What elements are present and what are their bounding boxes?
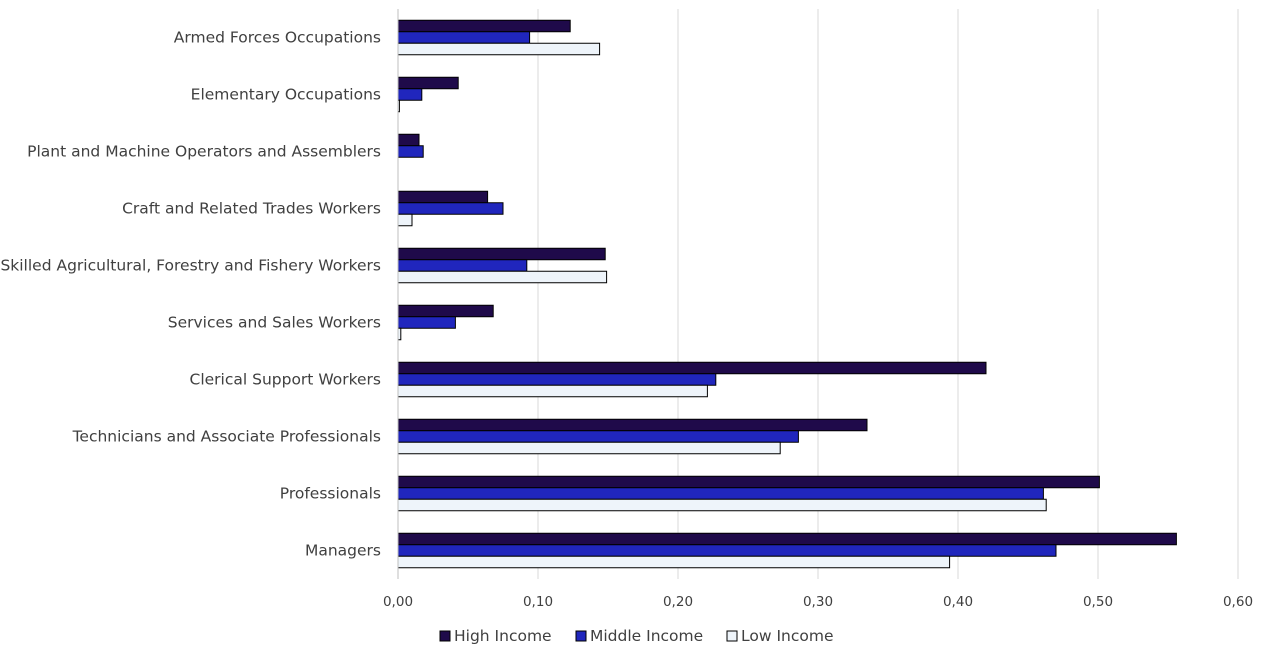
bar-high-income: [397, 475, 1100, 489]
bar-high-income: [397, 418, 868, 432]
category-label: Skilled Agricultural, Forestry and Fishe…: [0, 257, 381, 275]
category-labels: Armed Forces Occupations Elementary Occup…: [0, 29, 381, 560]
category-label: Craft and Related Trades Workers: [122, 200, 381, 218]
x-tick-label: 0,20: [663, 594, 693, 610]
bar-high-income: [397, 19, 571, 33]
x-tick-label: 0,00: [383, 594, 413, 610]
bar-low-income: [397, 213, 413, 227]
x-tick-labels: 0,00 0,10 0,20 0,30 0,40 0,50 0,60: [383, 594, 1253, 610]
bar-high-income: [397, 247, 606, 261]
category-label: Managers: [305, 542, 381, 560]
bar-middle-income: [397, 259, 528, 272]
x-tick-label: 0,50: [1083, 594, 1113, 610]
bar-middle-income: [397, 88, 423, 101]
legend-swatch: [575, 630, 587, 642]
bar-low-income: [397, 270, 608, 284]
bar-middle-income: [397, 31, 531, 44]
bar-high-income: [397, 133, 420, 147]
bar-low-income: [397, 498, 1047, 512]
bar-high-income: [397, 76, 459, 90]
x-tick-label: 0,10: [523, 594, 553, 610]
x-tick-label: 0,40: [943, 594, 973, 610]
category-label: Technicians and Associate Professionals: [72, 428, 381, 446]
bar-high-income: [397, 190, 489, 204]
bar-high-income: [397, 361, 987, 375]
bar-low-income: [397, 384, 708, 398]
bar-low-income: [397, 555, 951, 569]
bar-low-income: [397, 441, 781, 455]
legend-swatch: [726, 630, 738, 642]
bar-low-income: [397, 42, 601, 56]
legend-swatch: [439, 630, 451, 642]
bar-high-income: [397, 304, 494, 318]
category-label: Clerical Support Workers: [190, 371, 381, 389]
x-tick-label: 0,60: [1223, 594, 1253, 610]
category-label: Elementary Occupations: [191, 86, 381, 104]
legend-label: High Income: [454, 627, 552, 645]
category-label: Plant and Machine Operators and Assemble…: [27, 143, 381, 161]
bar-middle-income: [397, 487, 1044, 500]
category-label: Armed Forces Occupations: [174, 29, 381, 47]
bar-middle-income: [397, 316, 456, 329]
legend-label: Low Income: [741, 627, 834, 645]
x-tick-label: 0,30: [803, 594, 833, 610]
bar-middle-income: [397, 373, 717, 386]
bar-middle-income: [397, 544, 1057, 557]
category-label: Services and Sales Workers: [168, 314, 381, 332]
legend-label: Middle Income: [590, 627, 703, 645]
bars: [397, 19, 1177, 569]
bar-middle-income: [397, 145, 424, 158]
bar-middle-income: [397, 202, 504, 215]
bar-middle-income: [397, 430, 799, 443]
bar-high-income: [397, 532, 1177, 546]
category-label: Professionals: [280, 485, 381, 503]
legend: High Income Middle Income Low Income: [439, 627, 834, 645]
